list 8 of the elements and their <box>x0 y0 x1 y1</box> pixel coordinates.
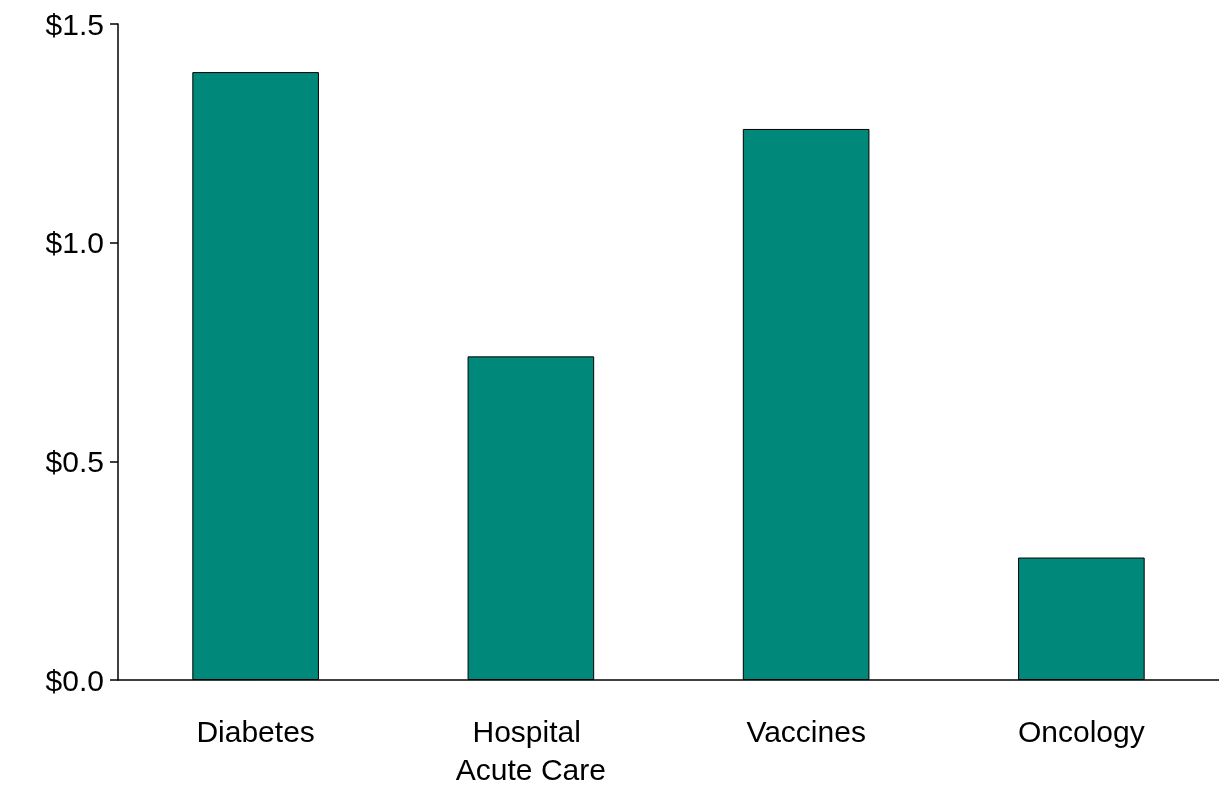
x-tick-label: Vaccines <box>746 714 866 748</box>
x-tick-label: Oncology <box>1018 714 1145 748</box>
x-tick-label: Diabetes <box>196 714 315 748</box>
x-tick-label: Hospital Acute Care <box>455 714 606 786</box>
y-tick-label: $1.0 <box>45 226 104 260</box>
y-tick-label: $0.0 <box>45 663 104 697</box>
y-tick-label: $1.5 <box>45 7 104 41</box>
y-tick-label: $0.5 <box>45 444 104 478</box>
